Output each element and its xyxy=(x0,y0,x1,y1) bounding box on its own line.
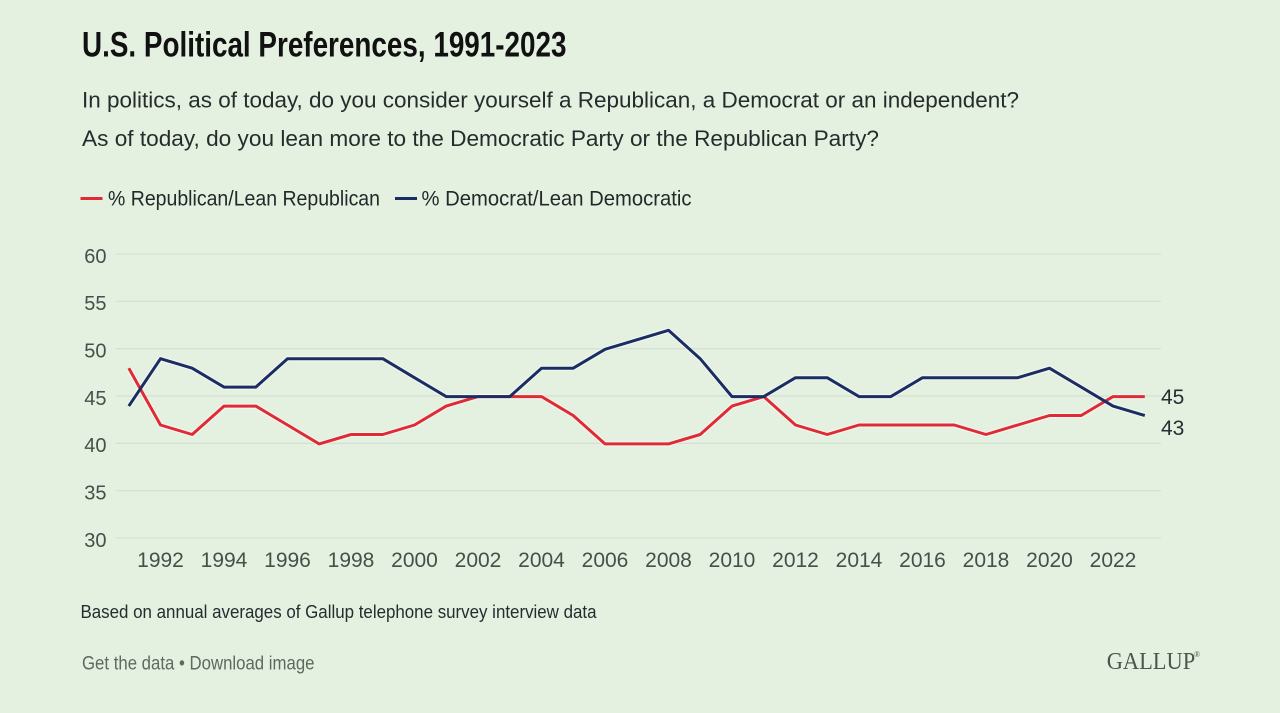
svg-text:2002: 2002 xyxy=(455,549,502,572)
svg-text:55: 55 xyxy=(84,293,106,315)
svg-text:2022: 2022 xyxy=(1090,549,1137,572)
svg-text:2012: 2012 xyxy=(772,549,819,572)
svg-text:1998: 1998 xyxy=(328,549,375,572)
svg-text:43: 43 xyxy=(1161,417,1184,440)
svg-text:As of today, do you lean more: As of today, do you lean more to the Dem… xyxy=(82,126,879,151)
svg-text:% Democrat/Lean Democratic: % Democrat/Lean Democratic xyxy=(422,188,692,211)
svg-text:U.S. Political Preferences, 19: U.S. Political Preferences, 1991-2023 xyxy=(82,26,567,65)
svg-text:2000: 2000 xyxy=(391,549,438,572)
svg-text:50: 50 xyxy=(84,341,106,363)
svg-text:30: 30 xyxy=(84,530,106,552)
svg-text:2010: 2010 xyxy=(709,549,756,572)
svg-text:2018: 2018 xyxy=(963,549,1010,572)
svg-text:In politics, as of today, do y: In politics, as of today, do you conside… xyxy=(82,88,1019,113)
svg-text:40: 40 xyxy=(84,435,106,457)
svg-text:45: 45 xyxy=(84,388,106,410)
svg-text:2004: 2004 xyxy=(518,549,565,572)
svg-text:% Republican/Lean Republican: % Republican/Lean Republican xyxy=(108,188,380,211)
svg-text:2006: 2006 xyxy=(582,549,629,572)
svg-text:Get the data • Download image: Get the data • Download image xyxy=(82,653,315,675)
svg-text:®: ® xyxy=(1194,650,1200,659)
svg-text:2020: 2020 xyxy=(1026,549,1073,572)
svg-text:60: 60 xyxy=(84,246,106,268)
svg-text:45: 45 xyxy=(1161,386,1184,409)
svg-text:GALLUP: GALLUP xyxy=(1107,649,1196,675)
svg-text:2014: 2014 xyxy=(836,549,883,572)
svg-text:1994: 1994 xyxy=(201,549,248,572)
svg-text:1992: 1992 xyxy=(137,549,184,572)
svg-text:Based on annual averages of Ga: Based on annual averages of Gallup telep… xyxy=(81,601,598,622)
svg-text:1996: 1996 xyxy=(264,549,311,572)
svg-text:2016: 2016 xyxy=(899,549,946,572)
svg-text:35: 35 xyxy=(84,483,106,505)
svg-text:2008: 2008 xyxy=(645,549,692,572)
